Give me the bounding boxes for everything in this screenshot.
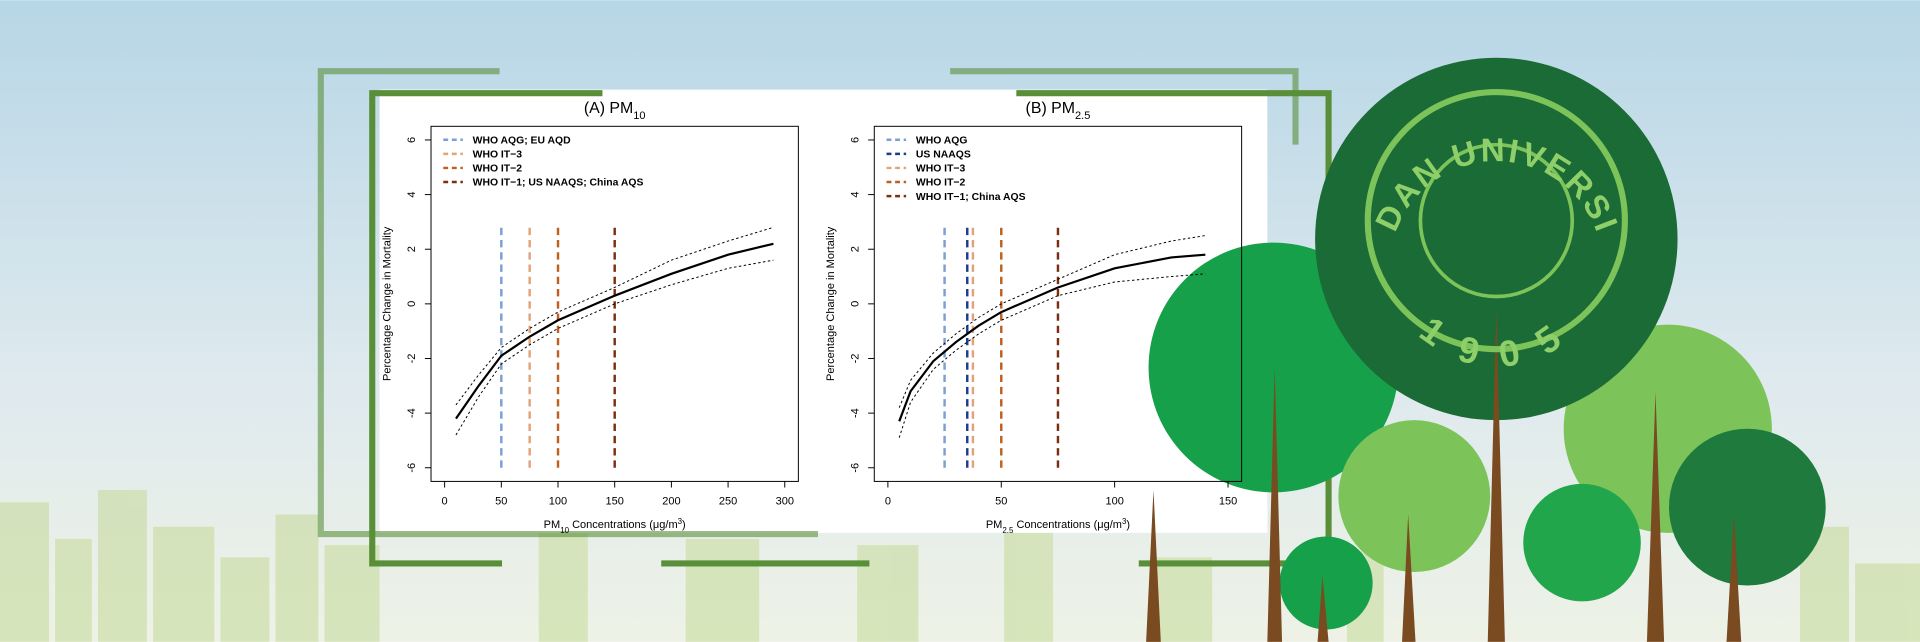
curve-lower bbox=[898, 273, 1206, 438]
legend-label: WHO AQG bbox=[916, 135, 968, 146]
x-axis-label-part: PM bbox=[544, 519, 561, 531]
x-tick-label: 300 bbox=[776, 496, 794, 508]
x-axis-label-part: 10 bbox=[560, 525, 569, 534]
logo-inner-ring bbox=[1418, 142, 1575, 299]
y-tick-label: 6 bbox=[406, 137, 418, 143]
chart-title-main: (A) PM bbox=[584, 100, 633, 117]
x-axis-label-part: Concentrations (μg/m bbox=[1013, 519, 1122, 531]
y-tick-label: -2 bbox=[849, 354, 861, 364]
y-tick-label: -4 bbox=[406, 408, 418, 418]
y-tick-label: -6 bbox=[406, 463, 418, 473]
x-axis-label-part: PM bbox=[986, 519, 1003, 531]
x-tick-label: 150 bbox=[1219, 496, 1237, 508]
legend-label: WHO IT−1; US NAAQS; China AQS bbox=[473, 178, 644, 189]
y-axis-label: Percentage Change in Mortality bbox=[825, 226, 837, 381]
logo-ring bbox=[1364, 88, 1628, 353]
legend-label: WHO IT−2 bbox=[473, 164, 523, 175]
curve-upper bbox=[455, 226, 774, 406]
curve-fit bbox=[898, 253, 1206, 422]
x-tick-label: 150 bbox=[605, 496, 623, 508]
chart-title-sub: 2.5 bbox=[1075, 110, 1090, 122]
y-tick-label: 6 bbox=[849, 137, 861, 143]
y-tick-label: 2 bbox=[406, 246, 418, 252]
x-axis-label-part: ) bbox=[682, 519, 686, 531]
y-tick-label: -2 bbox=[406, 354, 418, 364]
x-tick-label: 50 bbox=[495, 496, 507, 508]
x-tick-label: 250 bbox=[719, 496, 737, 508]
chart-title: (B) PM2.5 bbox=[1026, 100, 1091, 122]
legend-label: WHO IT−3 bbox=[916, 164, 966, 175]
x-axis-label: PM10 Concentrations (μg/m3) bbox=[544, 516, 686, 534]
trees bbox=[1146, 57, 1826, 642]
x-axis-label-part: 3 bbox=[678, 516, 683, 525]
x-axis-label-part: 3 bbox=[1122, 516, 1127, 525]
chart-panel bbox=[379, 89, 1268, 533]
x-axis-label: PM2.5 Concentrations (μg/m3) bbox=[986, 516, 1130, 534]
x-tick-label: 100 bbox=[549, 496, 567, 508]
y-tick-label: 4 bbox=[849, 192, 861, 198]
y-tick-label: 2 bbox=[849, 246, 861, 252]
x-tick-label: 0 bbox=[885, 496, 891, 508]
y-axis-label: Percentage Change in Mortality bbox=[382, 226, 394, 381]
x-axis-label-part: Concentrations (μg/m bbox=[569, 519, 678, 531]
y-tick-label: -4 bbox=[849, 408, 861, 418]
legend-label: WHO IT−2 bbox=[916, 178, 966, 189]
x-tick-label: 100 bbox=[1105, 496, 1123, 508]
y-tick-label: -6 bbox=[849, 463, 861, 473]
x-tick-label: 200 bbox=[662, 496, 680, 508]
x-tick-label: 0 bbox=[442, 496, 448, 508]
legend-label: WHO AQG; EU AQD bbox=[473, 135, 571, 146]
legend-label: WHO IT−3 bbox=[473, 150, 523, 161]
chart-title-sub: 10 bbox=[633, 110, 645, 122]
legend-label: WHO IT−1; China AQS bbox=[916, 192, 1026, 203]
legend-label: US NAAQS bbox=[916, 150, 971, 161]
curve-fit bbox=[455, 242, 774, 420]
y-tick-label: 0 bbox=[849, 301, 861, 307]
y-tick-label: 4 bbox=[406, 192, 418, 198]
y-tick-label: 0 bbox=[406, 301, 418, 307]
chart-title-main: (B) PM bbox=[1026, 100, 1075, 117]
city-skyline bbox=[0, 489, 1920, 642]
x-axis-label-part: ) bbox=[1126, 519, 1130, 531]
chart-title: (A) PM10 bbox=[584, 100, 646, 122]
x-axis-label-part: 2.5 bbox=[1002, 525, 1014, 534]
x-tick-label: 50 bbox=[995, 496, 1007, 508]
